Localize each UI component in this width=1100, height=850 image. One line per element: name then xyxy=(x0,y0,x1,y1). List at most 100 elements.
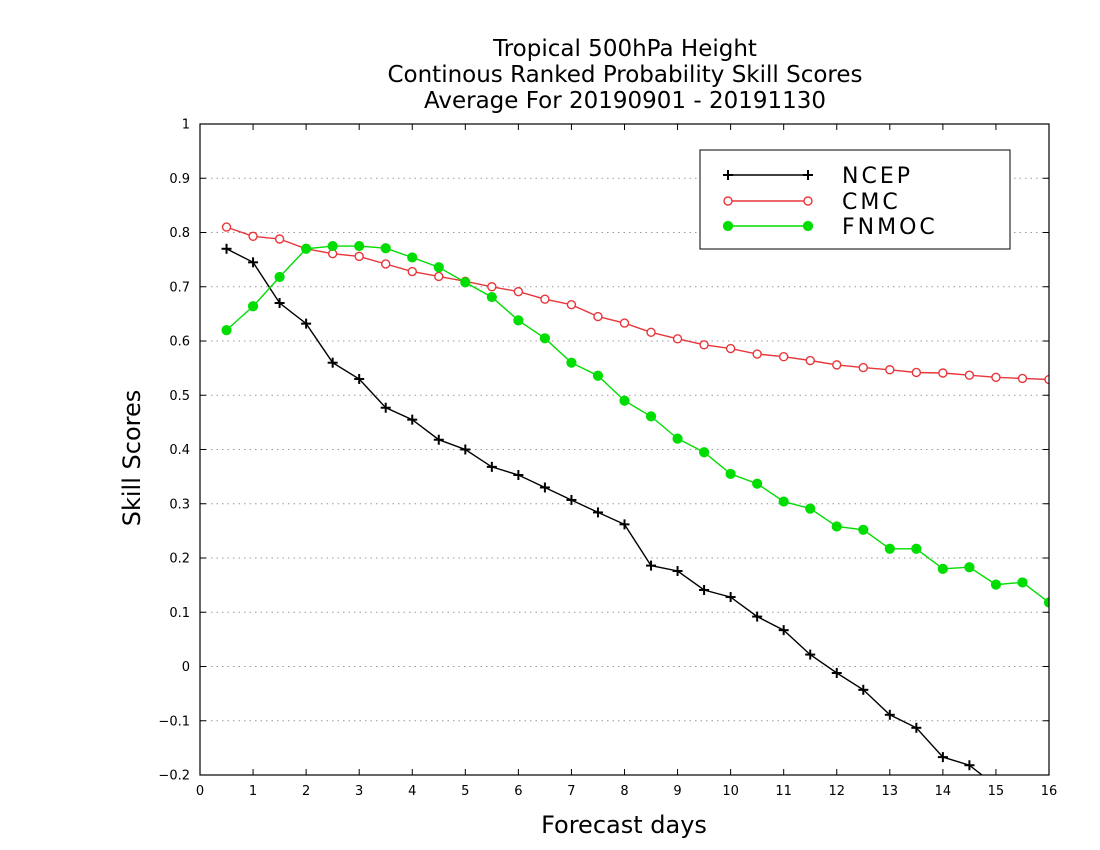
y-axis-title: Skill Scores xyxy=(118,390,146,527)
y-axis-ticks: −0.2 −0.1 0 0.1 0.2 0.3 0.4 0.5 0.6 0.7 0.8 0.9 1 xyxy=(158,118,1049,784)
series-cmc-point xyxy=(805,355,815,366)
series-cmc-point xyxy=(725,343,736,354)
series-fnmoc-point xyxy=(274,271,285,283)
series-fnmoc xyxy=(221,240,1049,608)
series-fnmoc-point xyxy=(460,277,471,288)
x-axis-title: Forecast days xyxy=(541,811,707,839)
legend-label-cmc: CMC xyxy=(842,190,901,215)
series-ncep-point xyxy=(858,684,869,695)
series-fnmoc-point xyxy=(513,315,524,326)
x-tick-label: 15 xyxy=(988,784,1005,799)
series-cmc-point xyxy=(513,286,524,297)
series-cmc-point xyxy=(566,299,577,310)
x-tick-label: 4 xyxy=(408,784,416,799)
y-tick-label: −0.2 xyxy=(158,769,190,784)
series-ncep-point xyxy=(964,760,975,771)
series-fnmoc-point xyxy=(539,333,551,344)
series-cmc-point xyxy=(911,367,922,378)
x-tick-label: 1 xyxy=(249,784,257,799)
legend-label-fnmoc: FNMOC xyxy=(842,215,938,240)
series-fnmoc-point xyxy=(486,291,497,303)
series-ncep-point xyxy=(911,722,922,733)
x-tick-label: 10 xyxy=(722,784,739,799)
series-fnmoc-point xyxy=(858,524,869,535)
y-tick-label: 0.7 xyxy=(169,280,190,295)
series-ncep-point xyxy=(433,434,444,445)
series-cmc-point xyxy=(885,365,895,375)
series-fnmoc-point xyxy=(619,395,630,406)
series-fnmoc-point xyxy=(407,252,418,263)
x-tick-label: 13 xyxy=(882,784,899,799)
series-ncep-point xyxy=(354,373,365,384)
series-cmc-point xyxy=(646,327,656,338)
gridlines xyxy=(200,177,1049,722)
series-ncep-point xyxy=(380,402,391,413)
series-fnmoc-point xyxy=(725,468,736,480)
series-cmc-point xyxy=(593,311,603,322)
series-cmc-point xyxy=(964,370,975,380)
legend-marker-cmc xyxy=(803,196,813,206)
series-ncep-point xyxy=(884,709,895,720)
series-ncep-point xyxy=(937,752,948,763)
chart-title-line-2: Continous Ranked Probability Skill Score… xyxy=(387,62,863,88)
series-fnmoc-point xyxy=(937,563,948,574)
y-tick-label: 0.5 xyxy=(169,389,190,404)
series-fnmoc-point xyxy=(805,503,816,514)
x-tick-label: 11 xyxy=(775,784,792,799)
chart-title-line-1: Tropical 500hPa Height xyxy=(493,36,757,62)
series-ncep-point xyxy=(301,318,312,329)
series-ncep-point xyxy=(1017,797,1027,807)
y-tick-label: 0.3 xyxy=(169,497,190,512)
legend-marker-ncep xyxy=(723,170,733,180)
series-fnmoc-point xyxy=(221,325,232,336)
x-tick-label: 0 xyxy=(196,784,204,799)
series-fnmoc-point xyxy=(301,243,312,254)
series-fnmoc-point xyxy=(698,447,710,458)
series-layer xyxy=(221,222,1054,823)
x-tick-label: 5 xyxy=(461,784,469,799)
legend-item-cmc: CMC xyxy=(723,190,901,215)
series-ncep-point xyxy=(646,560,657,571)
series-fnmoc-point xyxy=(964,562,975,573)
y-tick-label: 0.1 xyxy=(169,606,190,621)
x-tick-label: 6 xyxy=(514,784,522,799)
series-ncep-point xyxy=(805,649,816,660)
legend-marker-ncep xyxy=(803,170,813,180)
series-ncep-point xyxy=(460,444,471,455)
series-cmc-point xyxy=(1017,373,1028,384)
series-ncep-point xyxy=(486,461,497,472)
y-tick-label: 0.9 xyxy=(169,172,190,187)
series-fnmoc-point xyxy=(778,496,789,507)
legend-item-ncep: NCEP xyxy=(723,164,910,189)
x-tick-label: 8 xyxy=(620,784,628,799)
series-cmc-point xyxy=(699,340,709,350)
series-fnmoc-point xyxy=(592,370,604,381)
legend-marker-fnmoc xyxy=(722,220,734,232)
series-ncep-point xyxy=(619,519,630,530)
y-tick-label: 1 xyxy=(182,118,190,133)
series-fnmoc-point xyxy=(672,433,683,444)
chart-title-line-3: Average For 20190901 - 20191130 xyxy=(423,88,827,114)
series-cmc-point xyxy=(407,266,417,277)
series-cmc-point xyxy=(274,234,285,244)
series-fnmoc-point xyxy=(831,521,842,532)
y-tick-label: −0.1 xyxy=(158,714,190,729)
series-ncep-point xyxy=(248,257,259,268)
series-cmc-point xyxy=(1044,374,1049,385)
series-cmc-point xyxy=(858,362,868,373)
series-fnmoc-point xyxy=(752,478,763,489)
series-ncep-point xyxy=(539,482,550,493)
series-cmc-point xyxy=(248,231,258,241)
series-ncep-point xyxy=(274,298,285,309)
legend-box xyxy=(699,149,1011,250)
y-tick-label: 0.4 xyxy=(169,443,190,458)
series-cmc-point xyxy=(381,259,391,269)
series-ncep-point xyxy=(1044,813,1054,823)
y-tick-label: 0.6 xyxy=(169,335,190,350)
series-ncep-point xyxy=(327,357,338,368)
series-ncep-point xyxy=(513,469,524,480)
series-cmc-point xyxy=(434,271,444,282)
series-fnmoc-point xyxy=(1043,597,1049,608)
x-tick-label: 9 xyxy=(673,784,681,799)
x-axis-ticks: 0 1 2 3 4 5 6 7 8 9 10 11 12 13 14 15 16 xyxy=(196,124,1057,799)
